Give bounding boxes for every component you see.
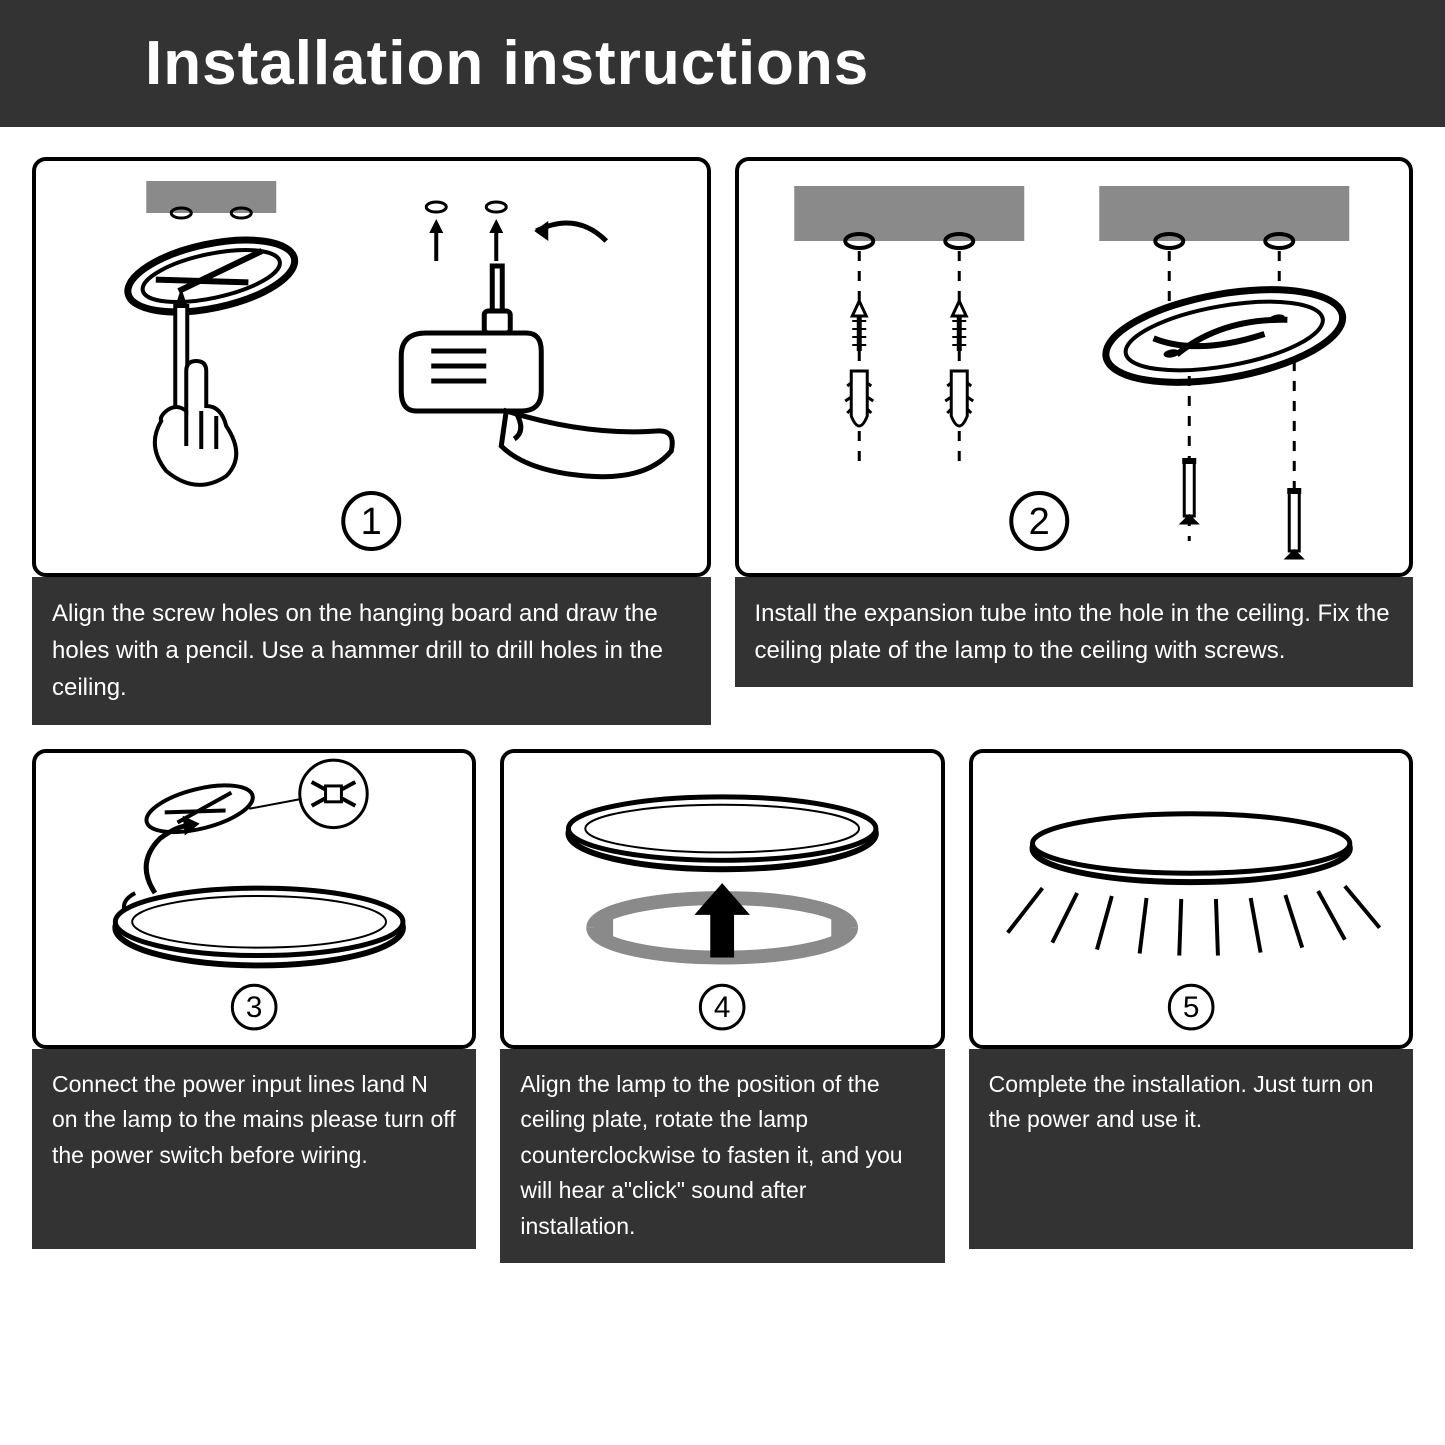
content: 1 Align the screw holes on the hanging b… bbox=[0, 157, 1445, 1319]
step-5-caption: Complete the installation. Just turn on … bbox=[969, 1049, 1413, 1249]
step-1-illustration: 1 bbox=[32, 157, 711, 577]
step-3: 3 Connect the power input lines land N o… bbox=[32, 749, 476, 1263]
header-bar: Installation instructions bbox=[0, 0, 1445, 127]
step-number-1: 1 bbox=[361, 501, 382, 543]
step-1: 1 Align the screw holes on the hanging b… bbox=[32, 157, 711, 725]
row-top: 1 Align the screw holes on the hanging b… bbox=[32, 157, 1413, 725]
step-5: 5 Complete the installation. Just turn o… bbox=[969, 749, 1413, 1263]
step-3-illustration: 3 bbox=[32, 749, 476, 1049]
step-4-illustration: 4 bbox=[500, 749, 944, 1049]
step-2: 2 Install the expansion tube into the ho… bbox=[735, 157, 1414, 725]
page-title: Installation instructions bbox=[145, 28, 1445, 99]
step-4: 4 Align the lamp to the position of the … bbox=[500, 749, 944, 1263]
step-2-illustration: 2 bbox=[735, 157, 1414, 577]
step-5-illustration: 5 bbox=[969, 749, 1413, 1049]
step-number-3: 3 bbox=[246, 991, 263, 1024]
step-number-2: 2 bbox=[1028, 501, 1049, 543]
step-3-caption: Connect the power input lines land N on … bbox=[32, 1049, 476, 1249]
row-bottom: 3 Connect the power input lines land N o… bbox=[32, 749, 1413, 1263]
step-4-caption: Align the lamp to the position of the ce… bbox=[500, 1049, 944, 1263]
step-number-4: 4 bbox=[714, 991, 731, 1024]
step-2-caption: Install the expansion tube into the hole… bbox=[735, 577, 1414, 687]
step-1-caption: Align the screw holes on the hanging boa… bbox=[32, 577, 711, 725]
step-number-5: 5 bbox=[1183, 991, 1200, 1024]
